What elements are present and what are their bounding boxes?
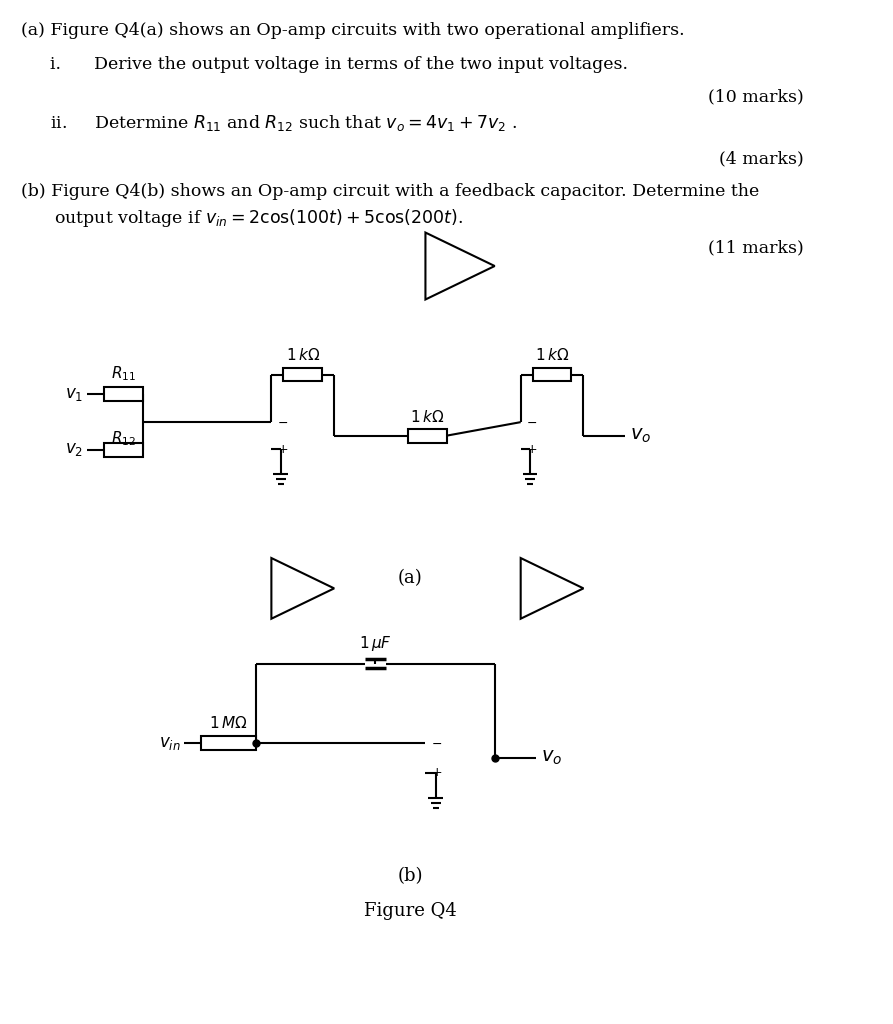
Text: $+$: $+$ (431, 766, 442, 779)
Text: (11 marks): (11 marks) (708, 240, 804, 256)
Bar (408, 429, 446, 442)
Text: $v_o$: $v_o$ (541, 749, 562, 767)
Text: $v_1$: $v_1$ (65, 386, 84, 402)
Text: ii.     Determine $R_{11}$ and $R_{12}$ such that $v_o = 4v_1 + 7v_2$ .: ii. Determine $R_{11}$ and $R_{12}$ such… (50, 114, 518, 133)
Text: Figure Q4: Figure Q4 (364, 902, 457, 920)
Bar (283, 368, 322, 382)
Bar (104, 387, 143, 401)
Text: $+$: $+$ (277, 442, 288, 456)
Text: (b) Figure Q4(b) shows an Op-amp circuit with a feedback capacitor. Determine th: (b) Figure Q4(b) shows an Op-amp circuit… (21, 182, 759, 200)
Text: $+$: $+$ (526, 442, 538, 456)
Text: $1\,M\Omega$: $1\,M\Omega$ (209, 715, 247, 731)
Bar (533, 368, 572, 382)
Text: $1\,\mu F$: $1\,\mu F$ (359, 634, 392, 653)
Text: (b): (b) (397, 867, 423, 885)
Text: $-$: $-$ (277, 416, 288, 429)
Text: (a): (a) (398, 569, 422, 588)
Text: $v_{in}$: $v_{in}$ (159, 734, 180, 752)
Text: $-$: $-$ (526, 416, 538, 429)
Text: $1\,k\Omega$: $1\,k\Omega$ (535, 347, 569, 362)
Text: $v_2$: $v_2$ (65, 441, 84, 459)
Text: output voltage if $v_{in} = 2\cos(100t) + 5\cos(200t)$.: output voltage if $v_{in} = 2\cos(100t) … (21, 207, 463, 228)
Text: i.      Derive the output voltage in terms of the two input voltages.: i. Derive the output voltage in terms of… (50, 55, 629, 73)
Bar (104, 443, 143, 457)
Text: $1\,k\Omega$: $1\,k\Omega$ (286, 347, 320, 362)
Text: $1\,k\Omega$: $1\,k\Omega$ (411, 409, 445, 425)
Text: $R_{11}$: $R_{11}$ (111, 365, 136, 383)
Bar (201, 736, 256, 750)
Text: (4 marks): (4 marks) (719, 150, 804, 167)
Text: $-$: $-$ (431, 736, 442, 750)
Text: (a) Figure Q4(a) shows an Op-amp circuits with two operational amplifiers.: (a) Figure Q4(a) shows an Op-amp circuit… (21, 23, 684, 39)
Text: $R_{12}$: $R_{12}$ (111, 429, 136, 447)
Text: (10 marks): (10 marks) (708, 88, 804, 105)
Text: $v_o$: $v_o$ (630, 426, 651, 444)
